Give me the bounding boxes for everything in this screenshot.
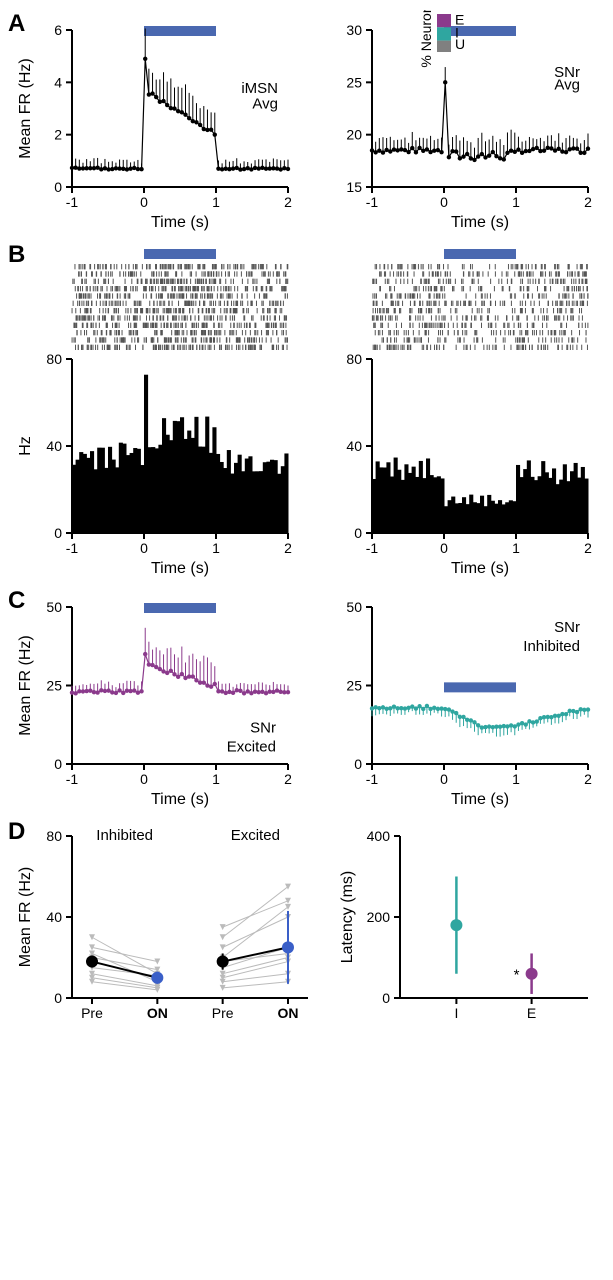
svg-text:2: 2	[284, 540, 292, 556]
svg-text:*: *	[514, 967, 520, 984]
svg-text:Time (s): Time (s)	[451, 214, 509, 231]
svg-text:2: 2	[54, 127, 62, 143]
row-C: C -101202550Time (s)Mean FR (Hz)SNrExcit…	[10, 587, 603, 812]
svg-text:Time (s): Time (s)	[151, 791, 209, 808]
svg-text:200: 200	[367, 909, 391, 925]
svg-text:Mean FR (Hz): Mean FR (Hz)	[17, 635, 34, 735]
svg-text:ON: ON	[278, 1005, 299, 1021]
panelC-left: -101202550Time (s)Mean FR (Hz)SNrExcited	[10, 587, 300, 812]
svg-text:I: I	[454, 1005, 458, 1021]
svg-text:2: 2	[584, 194, 592, 210]
svg-text:0: 0	[140, 771, 148, 787]
row-D: D 04080Mean FR (Hz)PreONPreONInhibitedEx…	[10, 818, 603, 1043]
svg-text:Pre: Pre	[81, 1005, 103, 1021]
svg-text:-1: -1	[66, 771, 79, 787]
svg-text:0: 0	[354, 525, 362, 541]
svg-text:0: 0	[54, 525, 62, 541]
svg-text:Mean FR (Hz): Mean FR (Hz)	[17, 867, 34, 967]
svg-text:0: 0	[440, 771, 448, 787]
svg-text:400: 400	[367, 828, 391, 844]
svg-text:% Neurons: % Neurons	[418, 10, 434, 68]
svg-text:Time (s): Time (s)	[151, 560, 209, 577]
row-B: B -101204080Time (s)Hz -101204080Time (s…	[10, 241, 603, 581]
svg-text:Excited: Excited	[227, 738, 276, 755]
panelD-left: 0 40 80 Mean FR (Hz) Pre ON Pre ON Inhibited Exci…	[10, 818, 320, 1043]
svg-text:-1: -1	[366, 194, 379, 210]
svg-text:U: U	[455, 36, 465, 52]
svg-text:1: 1	[512, 194, 520, 210]
svg-text:Inhibited: Inhibited	[523, 638, 580, 655]
svg-text:50: 50	[346, 599, 362, 615]
svg-text:0: 0	[140, 194, 148, 210]
svg-text:0: 0	[440, 540, 448, 556]
svg-text:80: 80	[346, 351, 362, 367]
row-A: A -10120246Time (s)Mean FR (Hz)iMSNAvg -…	[10, 10, 603, 235]
svg-text:0: 0	[54, 179, 62, 195]
svg-text:1: 1	[512, 540, 520, 556]
svg-text:80: 80	[46, 351, 62, 367]
svg-text:-1: -1	[66, 540, 79, 556]
svg-text:0: 0	[54, 756, 62, 772]
svg-text:2: 2	[584, 540, 592, 556]
svg-text:6: 6	[54, 22, 62, 38]
panelD-right: 0 200 400 Latency (ms) I E *	[330, 818, 600, 1043]
svg-text:40: 40	[46, 909, 62, 925]
svg-text:2: 2	[284, 194, 292, 210]
panelB-right: -101204080Time (s)	[310, 241, 600, 581]
svg-text:Mean FR (Hz): Mean FR (Hz)	[17, 58, 34, 158]
svg-text:1: 1	[212, 194, 220, 210]
svg-text:-1: -1	[366, 540, 379, 556]
svg-text:Excited: Excited	[231, 827, 280, 844]
svg-text:1: 1	[212, 540, 220, 556]
svg-text:25: 25	[346, 74, 362, 90]
svg-text:Latency (ms): Latency (ms)	[339, 871, 356, 963]
svg-text:Time (s): Time (s)	[151, 214, 209, 231]
svg-text:Time (s): Time (s)	[451, 791, 509, 808]
svg-text:1: 1	[512, 771, 520, 787]
svg-text:0: 0	[440, 194, 448, 210]
svg-text:0: 0	[140, 540, 148, 556]
svg-text:80: 80	[46, 828, 62, 844]
svg-text:-1: -1	[66, 194, 79, 210]
svg-text:ON: ON	[147, 1005, 168, 1021]
svg-text:SNr: SNr	[250, 720, 276, 737]
svg-text:15: 15	[346, 179, 362, 195]
svg-text:E: E	[527, 1005, 536, 1021]
svg-text:0: 0	[382, 990, 390, 1006]
svg-text:1: 1	[212, 771, 220, 787]
svg-text:0: 0	[54, 990, 62, 1006]
svg-text:SNr: SNr	[554, 619, 580, 636]
svg-text:Pre: Pre	[212, 1005, 234, 1021]
svg-text:iMSN: iMSN	[241, 80, 278, 97]
svg-text:50: 50	[46, 599, 62, 615]
svg-text:40: 40	[346, 438, 362, 454]
svg-text:Avg: Avg	[554, 77, 580, 94]
svg-text:2: 2	[584, 771, 592, 787]
svg-text:Time (s): Time (s)	[451, 560, 509, 577]
svg-text:4: 4	[54, 74, 62, 90]
panelA-right: -101215202530Time (s)SNrAvgEIU% Neurons	[310, 10, 600, 235]
panelC-right: -101202550Time (s)SNrInhibited	[310, 587, 600, 812]
svg-text:Inhibited: Inhibited	[96, 827, 153, 844]
svg-text:Hz: Hz	[17, 436, 34, 456]
svg-text:25: 25	[46, 678, 62, 694]
svg-text:40: 40	[46, 438, 62, 454]
panelB-left: -101204080Time (s)Hz	[10, 241, 300, 581]
svg-text:0: 0	[354, 756, 362, 772]
svg-text:25: 25	[346, 678, 362, 694]
svg-text:2: 2	[284, 771, 292, 787]
figure: A -10120246Time (s)Mean FR (Hz)iMSNAvg -…	[10, 10, 603, 1043]
panelA-left: -10120246Time (s)Mean FR (Hz)iMSNAvg	[10, 10, 300, 235]
svg-text:30: 30	[346, 22, 362, 38]
svg-text:-1: -1	[366, 771, 379, 787]
svg-text:20: 20	[346, 127, 362, 143]
svg-text:Avg: Avg	[252, 96, 278, 113]
